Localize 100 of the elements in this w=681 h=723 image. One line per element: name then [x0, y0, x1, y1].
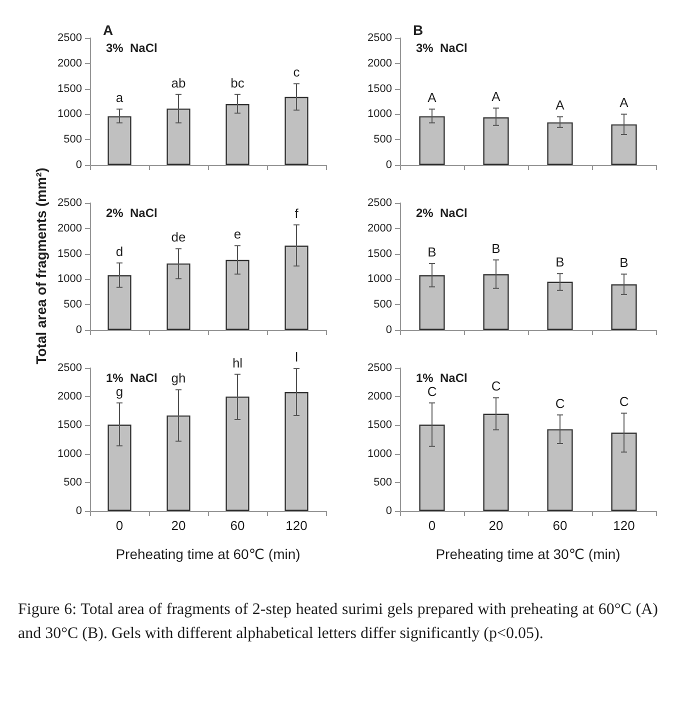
annotation: ab: [171, 75, 186, 90]
y-tick-label: 1000: [368, 448, 392, 460]
bar: [419, 275, 445, 330]
y-tick-label: 1500: [58, 248, 82, 260]
annotation: hl: [232, 355, 243, 370]
bar: [284, 392, 308, 511]
y-tick-label: 2000: [58, 390, 82, 403]
y-tick-label: 500: [374, 134, 392, 146]
chart-subtitle: 2% NaCl: [106, 206, 158, 220]
bar: [166, 263, 190, 330]
chart-subtitle: 1% NaCl: [106, 371, 158, 385]
x-tick-label: 60: [230, 518, 245, 533]
y-tick-label: 1500: [368, 419, 392, 432]
x-tick-label: 60: [552, 518, 568, 533]
y-tick-label: 0: [386, 159, 392, 171]
y-tick-label: 0: [76, 505, 82, 517]
annotation: B: [556, 254, 564, 270]
annotation: l: [295, 350, 298, 365]
y-tick-label: 2500: [58, 197, 82, 209]
caption: Figure 6: Total area of fragments of 2-step heated surimi gels prepared with preheating at 60°C (A) and 30°C (B). Gels with different alphabetical letters differ significantly (p<0.05).: [18, 600, 658, 644]
y-tick-label: 1500: [58, 82, 82, 95]
bar: [226, 396, 250, 511]
annotation: A: [620, 95, 629, 110]
bar: [483, 414, 509, 511]
y-tick-label: 1000: [58, 448, 82, 460]
y-tick-label: 1000: [368, 273, 392, 286]
annotation: de: [171, 230, 186, 245]
annotation: c: [293, 64, 300, 80]
y-tick-label: 0: [386, 505, 392, 517]
y-tick-label: 2000: [368, 390, 392, 403]
annotation: a: [116, 90, 124, 106]
bar: [226, 260, 250, 330]
bar: [108, 275, 132, 330]
y-tick-label: 2000: [368, 57, 392, 70]
y-tick-label: 500: [64, 298, 82, 311]
chart-subtitle: 3% NaCl: [416, 41, 468, 55]
annotation: B: [492, 240, 500, 256]
chart-subtitle: 3% NaCl: [106, 41, 158, 55]
bar: [166, 415, 190, 511]
annotation: d: [116, 244, 124, 259]
y-tick-label: 2500: [368, 197, 392, 209]
annotation: gh: [171, 370, 186, 386]
annotation: C: [555, 396, 565, 411]
y-tick-label: 2500: [58, 32, 82, 44]
x-axis-title: Preheating time at 30℃ (min): [436, 546, 620, 562]
bar: [108, 424, 132, 511]
annotation: A: [428, 90, 437, 106]
x-tick-label: 20: [488, 518, 504, 533]
bar: [483, 117, 509, 165]
bar: [547, 122, 573, 165]
chart-title: B: [413, 22, 424, 38]
annotation: bc: [230, 75, 245, 90]
y-tick-label: 500: [64, 476, 82, 488]
bar: [284, 96, 308, 165]
bar: [108, 116, 132, 165]
y-tick-label: 2500: [368, 362, 392, 374]
x-tick-label: 120: [613, 518, 635, 533]
y-tick-label: 2500: [58, 362, 82, 374]
y-tick-label: 2000: [58, 222, 82, 234]
chart-subtitle: 1% NaCl: [416, 371, 468, 385]
x-tick-label: 120: [286, 518, 308, 533]
y-tick-label: 0: [386, 324, 392, 336]
y-tick-label: 0: [76, 159, 82, 171]
annotation: A: [556, 98, 565, 113]
annotation: B: [620, 255, 628, 270]
y-tick-label: 1500: [368, 248, 392, 260]
bar: [611, 124, 637, 165]
bar: [419, 116, 445, 165]
annotation: g: [116, 384, 124, 399]
y-tick-label: 1000: [58, 273, 82, 286]
annotation: B: [428, 244, 436, 260]
annotation: e: [234, 226, 242, 242]
annotation: A: [492, 89, 501, 104]
bar: [166, 108, 190, 165]
y-tick-label: 500: [64, 134, 82, 146]
chart-title: A: [103, 22, 114, 38]
bar: [226, 104, 250, 165]
bar: [611, 432, 637, 511]
bar: [547, 429, 573, 511]
y-tick-label: 2500: [368, 32, 392, 44]
y-tick-label: 0: [76, 324, 82, 336]
x-tick-label: 0: [116, 518, 124, 533]
y-tick-label: 500: [374, 476, 392, 488]
annotation: C: [619, 394, 629, 410]
y-tick-label: 500: [374, 298, 392, 311]
annotation: f: [294, 206, 299, 221]
y-tick-label: 1000: [368, 108, 392, 120]
annotation: C: [491, 378, 501, 394]
bar: [419, 424, 445, 511]
y-axis-title: Total area of fragments (mm²): [33, 166, 50, 366]
y-tick-label: 1500: [368, 82, 392, 95]
x-tick-label: 20: [171, 518, 186, 533]
bar: [483, 274, 509, 330]
y-tick-label: 1000: [58, 108, 82, 120]
x-tick-label: 0: [428, 518, 436, 533]
y-tick-label: 2000: [58, 57, 82, 70]
chart-subtitle: 2% NaCl: [416, 206, 468, 220]
bar: [284, 246, 308, 330]
bar: [547, 282, 573, 330]
y-tick-label: 1500: [58, 419, 82, 432]
